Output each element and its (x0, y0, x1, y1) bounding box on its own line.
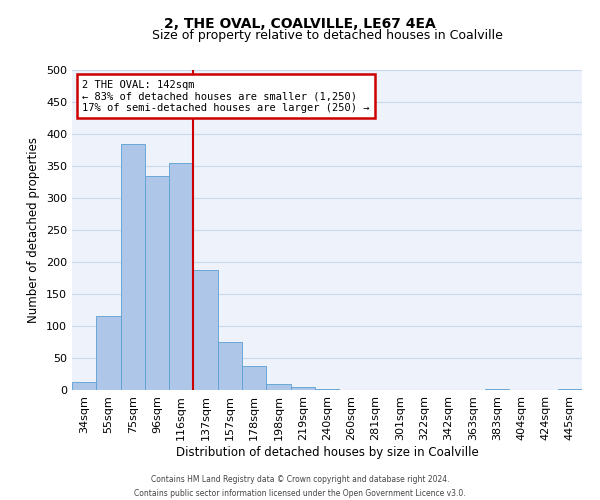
Bar (218, 342, 242, 390)
Bar (72, 382, 96, 390)
Y-axis label: Number of detached properties: Number of detached properties (28, 137, 40, 323)
Bar (145, 176, 169, 390)
Title: Size of property relative to detached houses in Coalville: Size of property relative to detached ho… (152, 30, 502, 43)
Bar (96, 316, 121, 390)
Bar (266, 384, 290, 390)
Text: 2, THE OVAL, COALVILLE, LE67 4EA: 2, THE OVAL, COALVILLE, LE67 4EA (164, 18, 436, 32)
Bar (242, 366, 266, 390)
Bar (121, 144, 145, 390)
Bar (169, 163, 193, 390)
Text: 2 THE OVAL: 142sqm
← 83% of detached houses are smaller (1,250)
17% of semi-deta: 2 THE OVAL: 142sqm ← 83% of detached hou… (82, 80, 370, 113)
Bar (193, 270, 218, 390)
X-axis label: Distribution of detached houses by size in Coalville: Distribution of detached houses by size … (176, 446, 478, 458)
Text: Contains HM Land Registry data © Crown copyright and database right 2024.
Contai: Contains HM Land Registry data © Crown c… (134, 476, 466, 498)
Bar (290, 387, 315, 390)
